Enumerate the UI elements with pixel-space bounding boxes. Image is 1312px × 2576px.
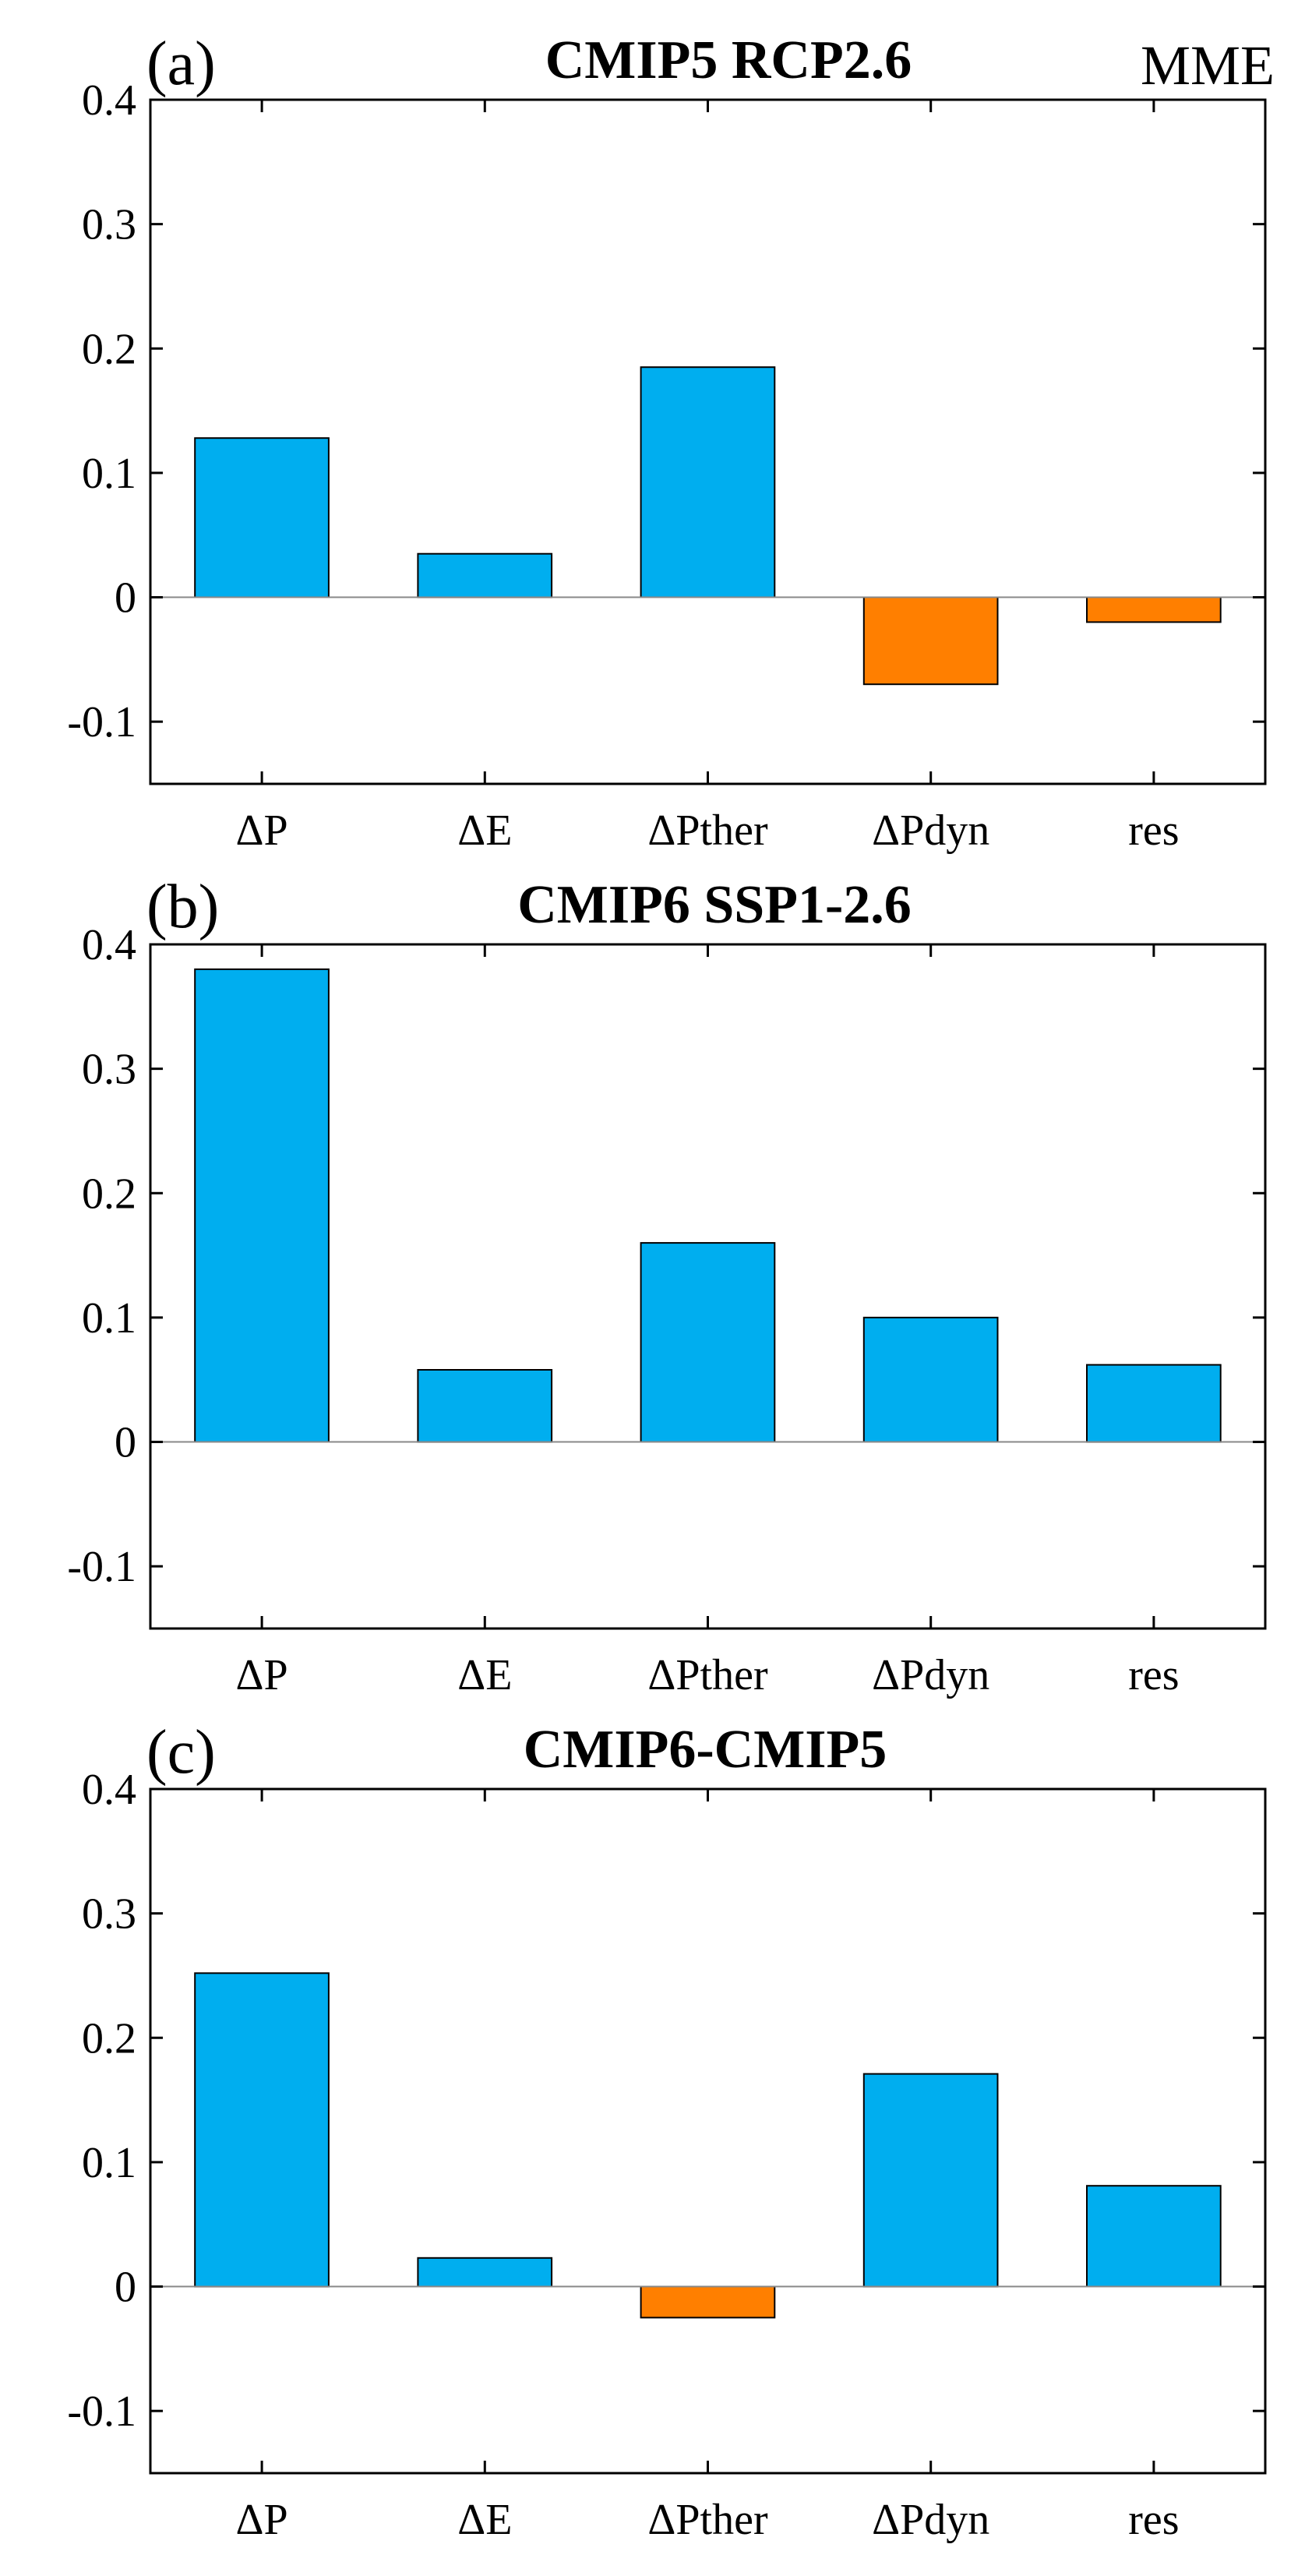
ytick-label-a-6: -0.1 <box>67 698 136 746</box>
ytick-label-c-5: 0 <box>115 2264 136 2312</box>
mme-label: MME <box>1141 34 1275 97</box>
ytick-label-a-3: 0.2 <box>82 325 136 373</box>
chart-area-a: 0.4 0.3 0.2 0.1 0 -0.1 ΔP ΔE ΔPther ΔPdyn res <box>67 76 1267 855</box>
ytick-label-b-2: 0.3 <box>82 1046 136 1094</box>
category-label-c-3: ΔPther <box>647 2496 768 2544</box>
ytick-label-c-4: 0.1 <box>82 2139 136 2187</box>
bar-b-3 <box>640 1242 776 1443</box>
panel-b-title: CMIP6 SSP1-2.6 <box>517 875 912 935</box>
panel-b: (b) CMIP6 SSP1-2.6 0.4 0.3 0.2 0.1 0 -0.1 ΔP ΔE… <box>67 873 1267 1699</box>
panel-a-label: (a) <box>146 30 216 98</box>
panel-b-label: (b) <box>146 873 219 941</box>
ytick-label-c-1: 0.4 <box>82 1766 136 1814</box>
panel-c: (c) CMIP6-CMIP5 0.4 0.3 0.2 0.1 0 -0.1 ΔP ΔE ΔPt… <box>67 1718 1267 2544</box>
bar-c-5 <box>1086 2185 1222 2288</box>
ytick-label-a-4: 0.1 <box>82 450 136 498</box>
ytick-label-b-5: 0 <box>115 1419 136 1467</box>
bar-a-4 <box>862 596 999 686</box>
bar-b-2 <box>417 1369 553 1443</box>
ytick-label-b-3: 0.2 <box>82 1170 136 1218</box>
bar-b-4 <box>862 1316 999 1443</box>
chart-area-c: 0.4 0.3 0.2 0.1 0 -0.1 ΔP ΔE ΔPther ΔPdyn res <box>67 1766 1267 2544</box>
category-label-b-5: res <box>1128 1651 1179 1699</box>
category-label-c-4: ΔPdyn <box>872 2496 989 2544</box>
bar-c-4 <box>862 2073 999 2288</box>
category-label-a-5: res <box>1128 806 1179 855</box>
bar-a-3 <box>640 366 776 598</box>
category-label-a-1: ΔP <box>236 806 288 855</box>
category-label-c-2: ΔE <box>457 2496 512 2544</box>
bar-a-5 <box>1086 596 1222 623</box>
panel-a-title: CMIP5 RCP2.6 <box>545 30 912 90</box>
ytick-label-a-2: 0.3 <box>82 201 136 249</box>
category-label-a-4: ΔPdyn <box>872 806 989 855</box>
panel-a: (a) CMIP5 RCP2.6 MME 0.4 0.3 0.2 0.1 0 -0.1 ΔP… <box>67 30 1275 855</box>
ytick-label-c-6: -0.1 <box>67 2387 136 2436</box>
ytick-label-c-3: 0.2 <box>82 2014 136 2063</box>
category-label-a-2: ΔE <box>457 806 512 855</box>
bar-c-3 <box>640 2285 776 2319</box>
bar-b-1 <box>194 968 330 1443</box>
category-label-b-3: ΔPther <box>647 1651 768 1699</box>
category-label-c-1: ΔP <box>236 2496 288 2544</box>
ytick-label-c-2: 0.3 <box>82 1890 136 1939</box>
category-label-b-1: ΔP <box>236 1651 288 1699</box>
category-label-b-4: ΔPdyn <box>872 1651 989 1699</box>
ytick-label-b-4: 0.1 <box>82 1294 136 1343</box>
ytick-label-b-1: 0.4 <box>82 921 136 969</box>
ytick-label-b-6: -0.1 <box>67 1543 136 1591</box>
chart-area-b: 0.4 0.3 0.2 0.1 0 -0.1 ΔP ΔE ΔPther ΔPdyn res <box>67 921 1267 1699</box>
ytick-label-a-5: 0 <box>115 574 136 623</box>
panel-c-title: CMIP6-CMIP5 <box>524 1720 887 1780</box>
bar-a-2 <box>417 552 553 598</box>
bar-b-5 <box>1086 1364 1222 1443</box>
bar-c-1 <box>194 1972 330 2288</box>
category-label-c-5: res <box>1128 2496 1179 2544</box>
bar-a-1 <box>194 437 330 598</box>
panel-c-label: (c) <box>146 1718 216 1787</box>
bar-c-2 <box>417 2257 553 2288</box>
category-label-a-3: ΔPther <box>647 806 768 855</box>
category-label-b-2: ΔE <box>457 1651 512 1699</box>
ytick-label-a-1: 0.4 <box>82 76 136 125</box>
